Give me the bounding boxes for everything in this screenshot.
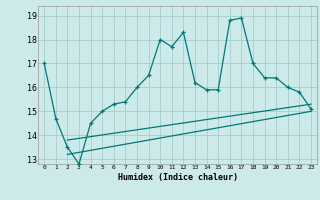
X-axis label: Humidex (Indice chaleur): Humidex (Indice chaleur) <box>118 173 238 182</box>
